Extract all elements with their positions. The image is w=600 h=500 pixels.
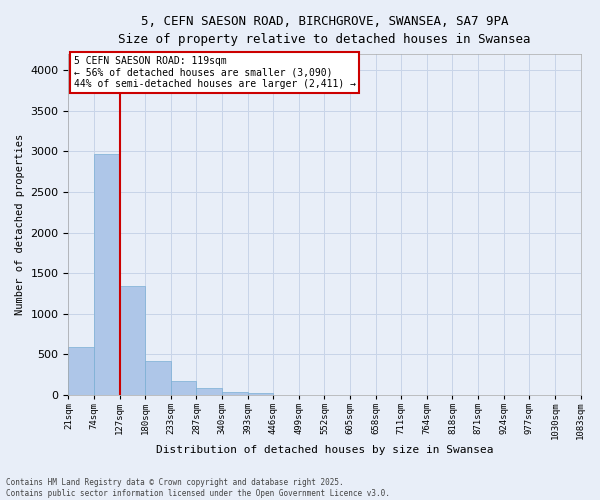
Bar [68, 347, 94, 395]
Bar [248, 394, 273, 395]
Bar [119, 286, 145, 395]
X-axis label: Distribution of detached houses by size in Swansea: Distribution of detached houses by size … [156, 445, 493, 455]
Bar [171, 381, 196, 395]
Text: 5 CEFN SAESON ROAD: 119sqm
← 56% of detached houses are smaller (3,090)
44% of s: 5 CEFN SAESON ROAD: 119sqm ← 56% of deta… [74, 56, 356, 89]
Bar [222, 392, 248, 395]
Bar [196, 388, 222, 395]
Y-axis label: Number of detached properties: Number of detached properties [15, 134, 25, 315]
Bar [145, 361, 171, 395]
Title: 5, CEFN SAESON ROAD, BIRCHGROVE, SWANSEA, SA7 9PA
Size of property relative to d: 5, CEFN SAESON ROAD, BIRCHGROVE, SWANSEA… [118, 15, 531, 46]
Text: Contains HM Land Registry data © Crown copyright and database right 2025.
Contai: Contains HM Land Registry data © Crown c… [6, 478, 390, 498]
Bar [94, 154, 119, 395]
